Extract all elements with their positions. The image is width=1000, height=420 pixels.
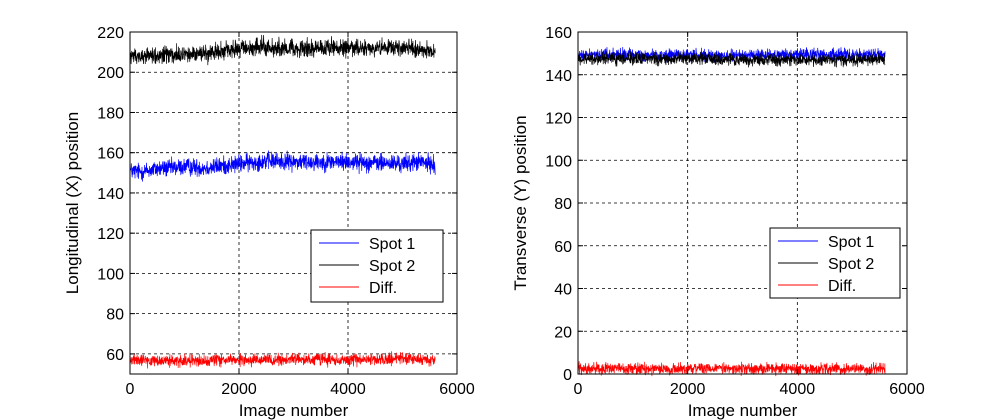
y-tick: 160	[97, 146, 457, 163]
y-tick: 40	[554, 282, 907, 299]
grid	[578, 32, 907, 374]
chart-2: 0 2000 4000 6000 0 20 40 60 80 100 120 140 160 Image …	[511, 25, 925, 420]
x-tick-label: 6000	[889, 381, 925, 398]
y-tick: 20	[554, 324, 907, 341]
y-tick: 220	[97, 25, 457, 42]
y-tick: 0	[563, 367, 907, 384]
x-tick-label: 0	[126, 381, 135, 398]
y-tick-label: 120	[545, 111, 572, 128]
series-line-2	[129, 34, 436, 66]
legend-label: Spot 1	[369, 236, 415, 253]
y-tick: 60	[106, 347, 457, 364]
legend-label: Spot 1	[828, 234, 874, 251]
plot-area	[130, 32, 457, 374]
y-tick-label: 0	[563, 367, 572, 384]
x-tick-label: 2000	[670, 381, 706, 398]
y-tick: 60	[554, 239, 907, 256]
y-tick-label: 60	[106, 347, 124, 364]
y-tick-label: 60	[554, 239, 572, 256]
y-tick-label: 40	[554, 282, 572, 299]
y-axis-label: Longitudinal (X) position	[63, 112, 82, 294]
y-tick: 180	[97, 105, 457, 122]
y-tick-label: 120	[97, 226, 124, 243]
y-tick: 140	[545, 68, 907, 85]
legend-box	[310, 229, 444, 303]
y-tick: 120	[97, 226, 457, 243]
x-tick: 6000	[439, 32, 475, 398]
y-tick: 80	[106, 307, 457, 324]
x-tick-label: 4000	[330, 381, 366, 398]
series-line-1	[129, 150, 436, 182]
y-tick-label: 100	[97, 266, 124, 283]
y-tick: 140	[97, 186, 457, 203]
x-tick-label: 0	[574, 381, 583, 398]
chart-1: 0 2000 4000 6000 60 80 100 120 140 160 180 200 220 Im…	[63, 25, 475, 420]
series-group	[129, 34, 436, 369]
x-tick: 4000	[330, 32, 366, 398]
series-line-2	[577, 51, 886, 68]
x-tick: 0	[126, 32, 135, 398]
y-tick: 100	[97, 266, 457, 283]
legend: Spot 1 Spot 2 Diff.	[769, 227, 901, 299]
y-tick: 120	[545, 111, 907, 128]
y-tick-label: 160	[97, 146, 124, 163]
y-tick-label: 80	[554, 196, 572, 213]
legend-label: Diff.	[828, 278, 856, 295]
y-tick: 80	[554, 196, 907, 213]
x-axis-label: Image number	[688, 401, 798, 420]
x-tick: 6000	[889, 32, 925, 398]
y-tick-label: 220	[97, 25, 124, 42]
x-tick: 2000	[670, 32, 706, 398]
legend-label: Diff.	[369, 280, 397, 297]
y-tick-label: 20	[554, 324, 572, 341]
series-line-3	[577, 361, 886, 377]
legend-label: Spot 2	[828, 256, 874, 273]
x-tick-label: 4000	[780, 381, 816, 398]
x-tick: 4000	[780, 32, 816, 398]
y-tick: 200	[97, 65, 457, 82]
y-axis-label: Transverse (Y) position	[511, 115, 530, 290]
y-tick: 160	[545, 25, 907, 42]
axes-frame	[129, 31, 458, 375]
y-tick-label: 140	[97, 186, 124, 203]
series-group	[577, 46, 886, 377]
x-axis-label: Image number	[239, 401, 349, 420]
y-tick-label: 100	[545, 153, 572, 170]
legend: Spot 1 Spot 2 Diff.	[310, 229, 444, 303]
y-tick-label: 140	[545, 68, 572, 85]
y-tick: 100	[545, 153, 907, 170]
legend-label: Spot 2	[369, 258, 415, 275]
x-tick: 2000	[221, 32, 257, 398]
series-line-1	[577, 46, 886, 64]
x-tick-label: 6000	[439, 381, 475, 398]
y-tick-label: 160	[545, 25, 572, 42]
x-tick-label: 2000	[221, 381, 257, 398]
y-tick-label: 180	[97, 105, 124, 122]
y-tick-label: 200	[97, 65, 124, 82]
x-tick: 0	[574, 32, 583, 398]
series-line-3	[129, 351, 436, 369]
y-tick-label: 80	[106, 307, 124, 324]
